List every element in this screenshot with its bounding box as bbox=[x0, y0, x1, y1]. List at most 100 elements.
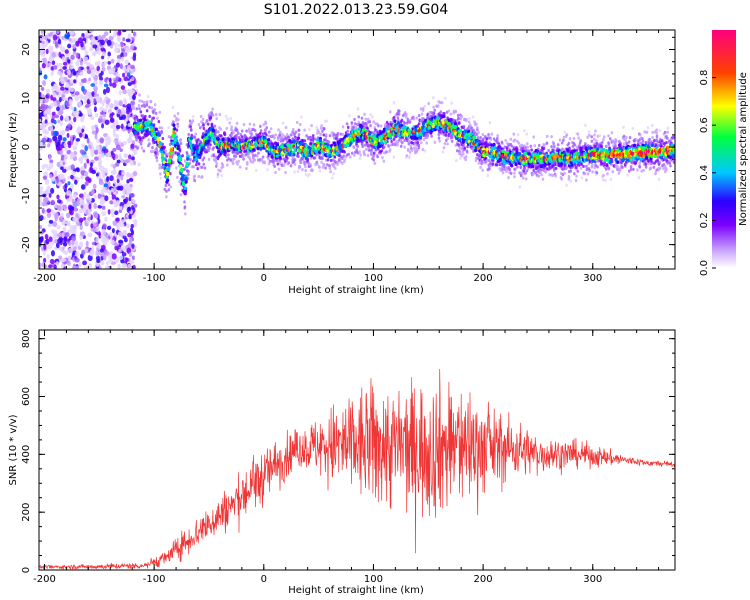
spectrogram-cell bbox=[114, 47, 120, 54]
spectrogram-cell bbox=[602, 138, 605, 142]
spectrogram-cell bbox=[172, 120, 175, 124]
spectrogram-cell bbox=[355, 148, 359, 152]
spectrogram-cell bbox=[48, 62, 52, 68]
spectrogram-cell bbox=[336, 131, 340, 136]
spectrogram-cell bbox=[279, 139, 283, 143]
spectrogram-cell bbox=[74, 257, 80, 263]
spectrogram-cell bbox=[128, 240, 133, 247]
spectrogram-cell bbox=[59, 62, 63, 69]
spectrogram-cell bbox=[273, 158, 276, 163]
spectrogram-cell bbox=[210, 123, 214, 127]
spectrogram-cell bbox=[638, 165, 642, 169]
spectrogram-cell bbox=[57, 233, 62, 238]
spectrogram-cell bbox=[127, 122, 132, 127]
spectrogram-cell bbox=[69, 30, 75, 36]
spectrogram-cell bbox=[247, 152, 251, 156]
spectrogram-cell bbox=[235, 134, 238, 138]
spectrogram-cell bbox=[372, 154, 375, 158]
spectrogram-cell bbox=[95, 95, 101, 101]
spectrogram-cell bbox=[618, 168, 622, 173]
spectrogram-cell bbox=[152, 123, 156, 127]
spectrogram-cell bbox=[125, 47, 131, 53]
spectrogram-cell bbox=[626, 173, 629, 177]
spectrogram-cell bbox=[641, 139, 645, 143]
spectrogram-cell bbox=[51, 229, 55, 235]
spectrogram-cell bbox=[74, 114, 80, 119]
spectrogram-cell bbox=[126, 103, 132, 110]
spectrogram-cell bbox=[115, 124, 121, 130]
spectrogram-cell bbox=[66, 190, 72, 196]
spectrogram-cell bbox=[417, 113, 421, 118]
spectrogram-cell bbox=[183, 206, 187, 210]
spectrogram-cell bbox=[407, 142, 411, 146]
spectrogram-cell bbox=[399, 138, 403, 142]
spectrogram-cell bbox=[353, 117, 356, 122]
spectrogram-cell bbox=[526, 145, 530, 149]
spectrogram-cell bbox=[80, 204, 84, 209]
spectrogram-ridge-cell bbox=[147, 120, 151, 125]
spectrogram-cell bbox=[166, 152, 170, 156]
spectrogram-cell bbox=[101, 169, 105, 175]
spectrogram-cell bbox=[60, 155, 64, 162]
spectrogram-cell bbox=[403, 145, 406, 149]
spectrogram-cell bbox=[191, 119, 195, 123]
spectrogram-cell bbox=[225, 163, 229, 167]
spectrogram-cell bbox=[242, 154, 245, 158]
spectrogram-cell bbox=[112, 147, 117, 152]
spectrogram-cell bbox=[568, 146, 571, 150]
spectrogram-cell bbox=[69, 209, 74, 216]
spectrogram-cell bbox=[53, 213, 59, 220]
spectrogram-cell bbox=[356, 123, 359, 127]
spectrogram-cell bbox=[40, 86, 45, 91]
spectrogram-cell bbox=[387, 144, 391, 148]
spectrogram-cell bbox=[577, 136, 580, 140]
spectrogram-cell bbox=[92, 183, 97, 190]
spectrogram-cell bbox=[139, 110, 143, 114]
spectrogram-cell bbox=[152, 111, 155, 115]
spectrogram-cell bbox=[439, 110, 443, 114]
spectrogram-cell bbox=[660, 139, 664, 143]
spectrogram-ridge-cell bbox=[172, 123, 176, 128]
spectrogram-cell bbox=[550, 135, 553, 139]
spectrogram-cell bbox=[72, 145, 78, 151]
spectrogram-cell bbox=[130, 64, 135, 70]
spectrogram-cell bbox=[354, 125, 358, 130]
spectrogram-cell bbox=[40, 103, 46, 109]
spectrogram-cell bbox=[123, 159, 129, 164]
spectrogram-cell bbox=[94, 133, 98, 140]
spectrogram-cell bbox=[56, 62, 60, 67]
spectrogram-cell bbox=[275, 158, 279, 163]
spectrogram-cell bbox=[108, 190, 112, 195]
spectrogram-cell bbox=[441, 150, 445, 154]
spectrogram-cell bbox=[84, 248, 88, 253]
spectrogram-cell bbox=[666, 126, 670, 130]
spectrogram-cell bbox=[372, 158, 376, 162]
spectrogram-cell bbox=[56, 99, 61, 106]
spectrogram-cell bbox=[585, 164, 588, 168]
spectrogram-cell bbox=[400, 118, 404, 122]
spectrogram-ridge-cell bbox=[178, 158, 182, 162]
spectrogram-cell bbox=[215, 117, 219, 121]
spectrogram-cell bbox=[130, 193, 135, 198]
spectrogram-cell bbox=[125, 171, 131, 178]
spectrogram-cell bbox=[183, 200, 186, 204]
spectrogram-cell bbox=[313, 156, 317, 160]
spectrogram-cell bbox=[91, 125, 96, 130]
spectrogram-cell bbox=[565, 133, 569, 137]
spectrogram-cell bbox=[609, 177, 613, 182]
spectrogram-cell bbox=[94, 88, 97, 95]
spectrogram-cell bbox=[103, 183, 108, 188]
spectrogram-cell bbox=[191, 115, 195, 119]
spectrogram-cell bbox=[318, 165, 321, 169]
spectrogram-cell bbox=[179, 141, 183, 146]
spectrogram-cell bbox=[267, 162, 271, 166]
spectrogram-cell bbox=[440, 101, 444, 105]
spectrogram-cell bbox=[127, 263, 132, 269]
spectrogram-cell bbox=[326, 158, 330, 162]
spectrogram-cell bbox=[301, 138, 304, 142]
spectrogram-cell bbox=[69, 65, 74, 70]
spectrogram-cell bbox=[522, 171, 525, 175]
spectrogram-cell bbox=[79, 149, 85, 154]
spectrogram-cell bbox=[357, 115, 361, 119]
spectrogram-cell bbox=[350, 151, 354, 155]
